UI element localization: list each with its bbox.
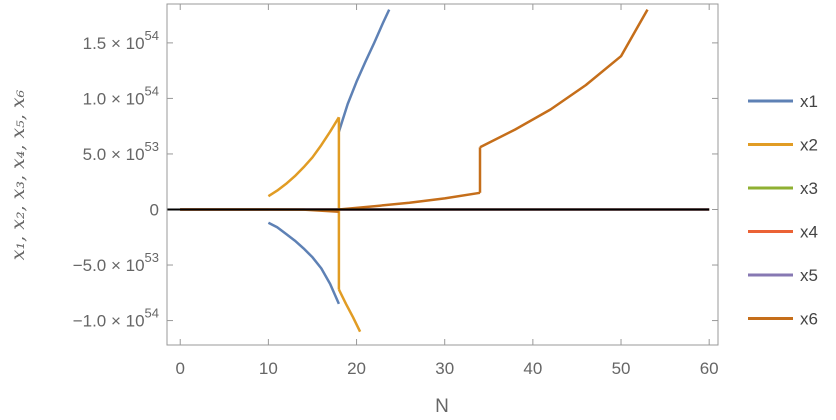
y-tick-label: 5.0 × 1053 [83, 139, 159, 164]
y-tick-label: −1.0 × 1054 [73, 306, 159, 331]
y-tick-label: −5.0 × 1053 [73, 250, 159, 275]
x-tick-label: 50 [612, 359, 631, 378]
plot-frame [166, 3, 719, 346]
series-x1 [180, 9, 391, 305]
series-x6 [180, 8, 649, 213]
legend: x1 x2 x3 x4 x5 x6 [748, 92, 818, 329]
series-line-x2 [337, 288, 362, 333]
legend-label-x5: x5 [800, 266, 818, 285]
x-tick-label: 60 [700, 359, 719, 378]
y-axis-title: x₁, x₂, x₃, x₄, x₅, x₆ [7, 89, 29, 260]
legend-label-x1: x1 [800, 92, 818, 111]
x-tick-label: 20 [347, 359, 366, 378]
legend-label-x4: x4 [800, 223, 818, 242]
legend-label-x6: x6 [800, 310, 818, 329]
x-tick-label: 10 [259, 359, 278, 378]
series-line-x6 [338, 191, 481, 211]
series-layer [167, 8, 710, 333]
x-tick-label: 0 [175, 359, 184, 378]
x-tick-label: 30 [435, 359, 454, 378]
series-line-x2 [267, 116, 340, 198]
y-tick-label: 0 [150, 200, 159, 219]
ticks-layer: 0 10 20 30 40 50 60 1.5 × 1054 1.0 × 1054 5.0 × 1… [73, 4, 719, 378]
x-axis-title: N [435, 396, 449, 417]
y-tick-label: 1.5 × 1054 [83, 28, 159, 53]
series-line-x6 [479, 8, 649, 149]
y-tick-label: 1.0 × 1054 [83, 83, 159, 108]
series-line-x1 [267, 221, 341, 305]
legend-label-x2: x2 [800, 136, 818, 155]
series-line-x1 [337, 9, 391, 133]
x-tick-label: 40 [523, 359, 542, 378]
legend-label-x3: x3 [800, 179, 818, 198]
